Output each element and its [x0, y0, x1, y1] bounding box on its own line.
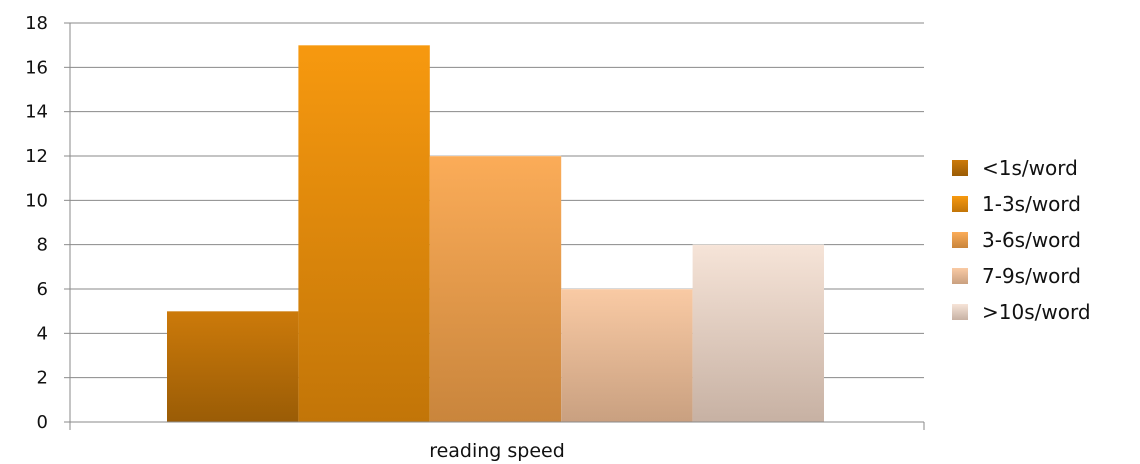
axes	[69, 23, 925, 430]
bar-0	[167, 311, 299, 422]
bar-2	[429, 156, 562, 422]
x-category-label: reading speed	[429, 440, 565, 462]
legend-swatch	[952, 232, 968, 248]
legend-label: >10s/word	[982, 300, 1091, 324]
legend-label: 7-9s/word	[982, 264, 1081, 288]
legend-label: 3-6s/word	[982, 228, 1081, 252]
y-tick-label: 14	[25, 102, 48, 123]
y-axis-ticks: 0 2 4 6 8 10 12 14 16 18	[25, 13, 70, 433]
y-tick-label: 16	[25, 57, 48, 78]
legend-label: <1s/word	[982, 156, 1078, 180]
legend-swatch	[952, 268, 968, 284]
bar-3	[561, 289, 693, 422]
y-tick-label: 6	[37, 279, 48, 300]
y-tick-label: 2	[37, 368, 48, 389]
legend-swatch	[952, 160, 968, 176]
legend-swatch	[952, 304, 968, 320]
legend-swatch	[952, 196, 968, 212]
y-tick-label: 12	[25, 146, 48, 167]
y-tick-label: 8	[37, 235, 48, 256]
x-axis-categories: reading speed	[429, 440, 565, 462]
legend: <1s/word 1-3s/word 3-6s/word 7-9s/word >10s/…	[952, 156, 1091, 324]
y-tick-label: 10	[25, 190, 48, 211]
y-tick-label: 0	[37, 412, 48, 433]
y-tick-label: 4	[37, 323, 48, 344]
y-tick-label: 18	[25, 13, 48, 34]
legend-label: 1-3s/word	[982, 192, 1081, 216]
bar-4	[692, 244, 824, 422]
bars	[167, 44, 824, 423]
bar-1	[298, 45, 430, 423]
